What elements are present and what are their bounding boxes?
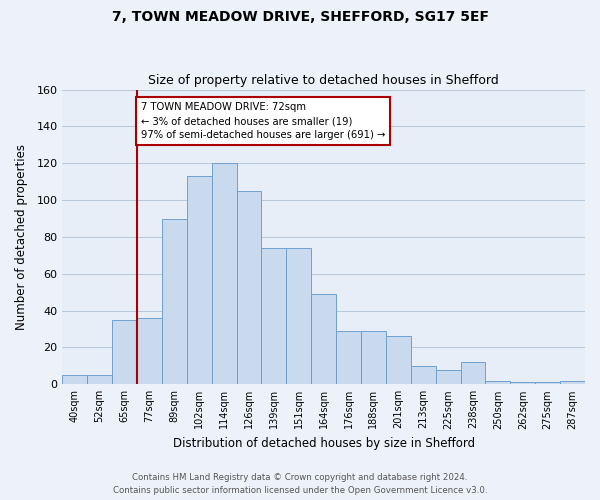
Bar (162, 218, 187, 384)
Bar (485, 380, 511, 384)
Bar (311, 294, 336, 384)
Text: Contains HM Land Registry data © Crown copyright and database right 2024.
Contai: Contains HM Land Registry data © Crown c… (113, 474, 487, 495)
Bar (386, 336, 411, 384)
Bar (361, 331, 386, 384)
Bar (87, 375, 112, 384)
Y-axis label: Number of detached properties: Number of detached properties (15, 144, 28, 330)
Bar (236, 191, 262, 384)
Bar (535, 382, 560, 384)
Bar (411, 366, 436, 384)
Bar (112, 320, 137, 384)
Bar (187, 176, 212, 384)
Bar (436, 370, 461, 384)
Text: 7 TOWN MEADOW DRIVE: 72sqm
← 3% of detached houses are smaller (19)
97% of semi-: 7 TOWN MEADOW DRIVE: 72sqm ← 3% of detac… (141, 102, 385, 141)
X-axis label: Distribution of detached houses by size in Shefford: Distribution of detached houses by size … (173, 437, 475, 450)
Bar (62, 375, 87, 384)
Title: Size of property relative to detached houses in Shefford: Size of property relative to detached ho… (148, 74, 499, 87)
Bar (461, 362, 485, 384)
Bar (262, 248, 286, 384)
Bar (336, 331, 361, 384)
Bar (511, 382, 535, 384)
Bar (560, 380, 585, 384)
Bar (286, 248, 311, 384)
Text: 7, TOWN MEADOW DRIVE, SHEFFORD, SG17 5EF: 7, TOWN MEADOW DRIVE, SHEFFORD, SG17 5EF (112, 10, 488, 24)
Bar (137, 318, 162, 384)
Bar (212, 163, 236, 384)
